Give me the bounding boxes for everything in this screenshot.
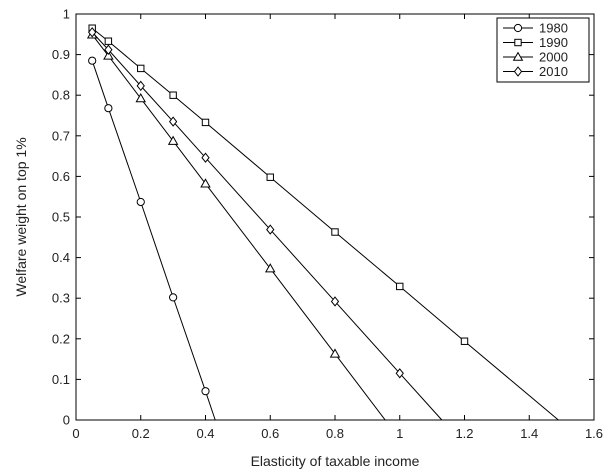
data-point-2010: [88, 27, 97, 38]
legend-marker: [514, 38, 522, 47]
legend-marker: [513, 66, 523, 77]
legend-item-1990: 1990: [503, 35, 568, 50]
data-point-2000: [167, 135, 179, 145]
data-point-1990: [266, 173, 274, 181]
data-point-2000: [200, 178, 211, 188]
data-point-2010: [330, 296, 340, 307]
legend-marker: [513, 23, 523, 33]
y-tick-label: 0.3: [52, 291, 70, 306]
legend-item-1980: 1980: [503, 21, 568, 36]
legend-item-2010: 2010: [503, 64, 568, 79]
legend-label: 2000: [539, 50, 568, 65]
y-tick-label: 0.4: [52, 250, 70, 265]
y-tick-label: 1: [63, 7, 70, 22]
data-point-1990: [396, 282, 404, 291]
data-point-2000: [103, 50, 114, 60]
data-point-1990: [169, 91, 177, 99]
x-tick-label: 0: [72, 426, 79, 441]
data-point-2010: [104, 44, 113, 55]
y-tick-label: 0.7: [52, 128, 70, 143]
series-line-1990: [91, 27, 559, 421]
data-point-2000: [264, 263, 276, 273]
data-point-1980: [201, 387, 210, 396]
data-point-2010: [395, 368, 404, 379]
series-1980: [88, 56, 216, 421]
y-tick-label: 0.8: [52, 88, 70, 103]
series-2000: [86, 29, 386, 421]
legend-label: 1990: [539, 35, 568, 50]
y-tick-label: 0.9: [52, 47, 70, 62]
y-axis-label: Welfare weight on top 1%: [13, 137, 29, 296]
legend-marker: [512, 51, 524, 61]
series-1990: [88, 24, 559, 421]
data-point-1990: [137, 64, 145, 73]
data-point-2000: [135, 93, 147, 103]
data-point-1990: [460, 337, 469, 345]
series-line-2000: [91, 34, 386, 421]
series-group: [86, 24, 559, 421]
x-axis-label: Elasticity of taxable income: [251, 453, 420, 469]
x-tick-label: 0.6: [261, 426, 279, 441]
data-point-1980: [104, 104, 113, 113]
data-point-2000: [329, 348, 341, 358]
data-point-2010: [168, 116, 178, 127]
y-tick-label: 0.2: [52, 331, 70, 346]
data-point-1990: [331, 228, 339, 236]
y-tick-label: 0: [63, 413, 70, 428]
data-point-1990: [104, 37, 113, 45]
y-tick-label: 0.5: [52, 210, 70, 225]
legend-label: 2010: [539, 64, 568, 79]
x-tick-label: 0.8: [326, 426, 344, 441]
x-tick-label: 1.2: [455, 426, 473, 441]
data-point-1980: [136, 197, 145, 207]
data-point-2010: [266, 224, 275, 235]
data-point-1990: [201, 118, 210, 127]
data-point-1980: [88, 56, 97, 65]
legend-label: 1980: [539, 21, 568, 36]
data-point-2010: [136, 80, 145, 92]
series-line-2010: [91, 31, 443, 421]
x-tick-label: 1.6: [585, 426, 603, 441]
data-point-2010: [201, 152, 210, 163]
axes: 0 0.2 0.4 0.6 0.8 1 1.2 1.4 1.6 0 0.1 0.2 0.3 0.4 0.5 0…: [52, 7, 603, 442]
y-tick-label: 0.1: [52, 372, 70, 387]
series-2010: [88, 27, 443, 421]
y-tick-label: 0.6: [52, 169, 70, 184]
series-line-1980: [91, 60, 216, 421]
data-point-1980: [169, 293, 178, 302]
x-tick-label: 0.4: [196, 426, 214, 441]
x-tick-label: 1: [396, 426, 403, 441]
x-tick-label: 1.4: [520, 426, 538, 441]
legend-item-2000: 2000: [503, 50, 568, 65]
x-tick-label: 0.2: [132, 426, 150, 441]
